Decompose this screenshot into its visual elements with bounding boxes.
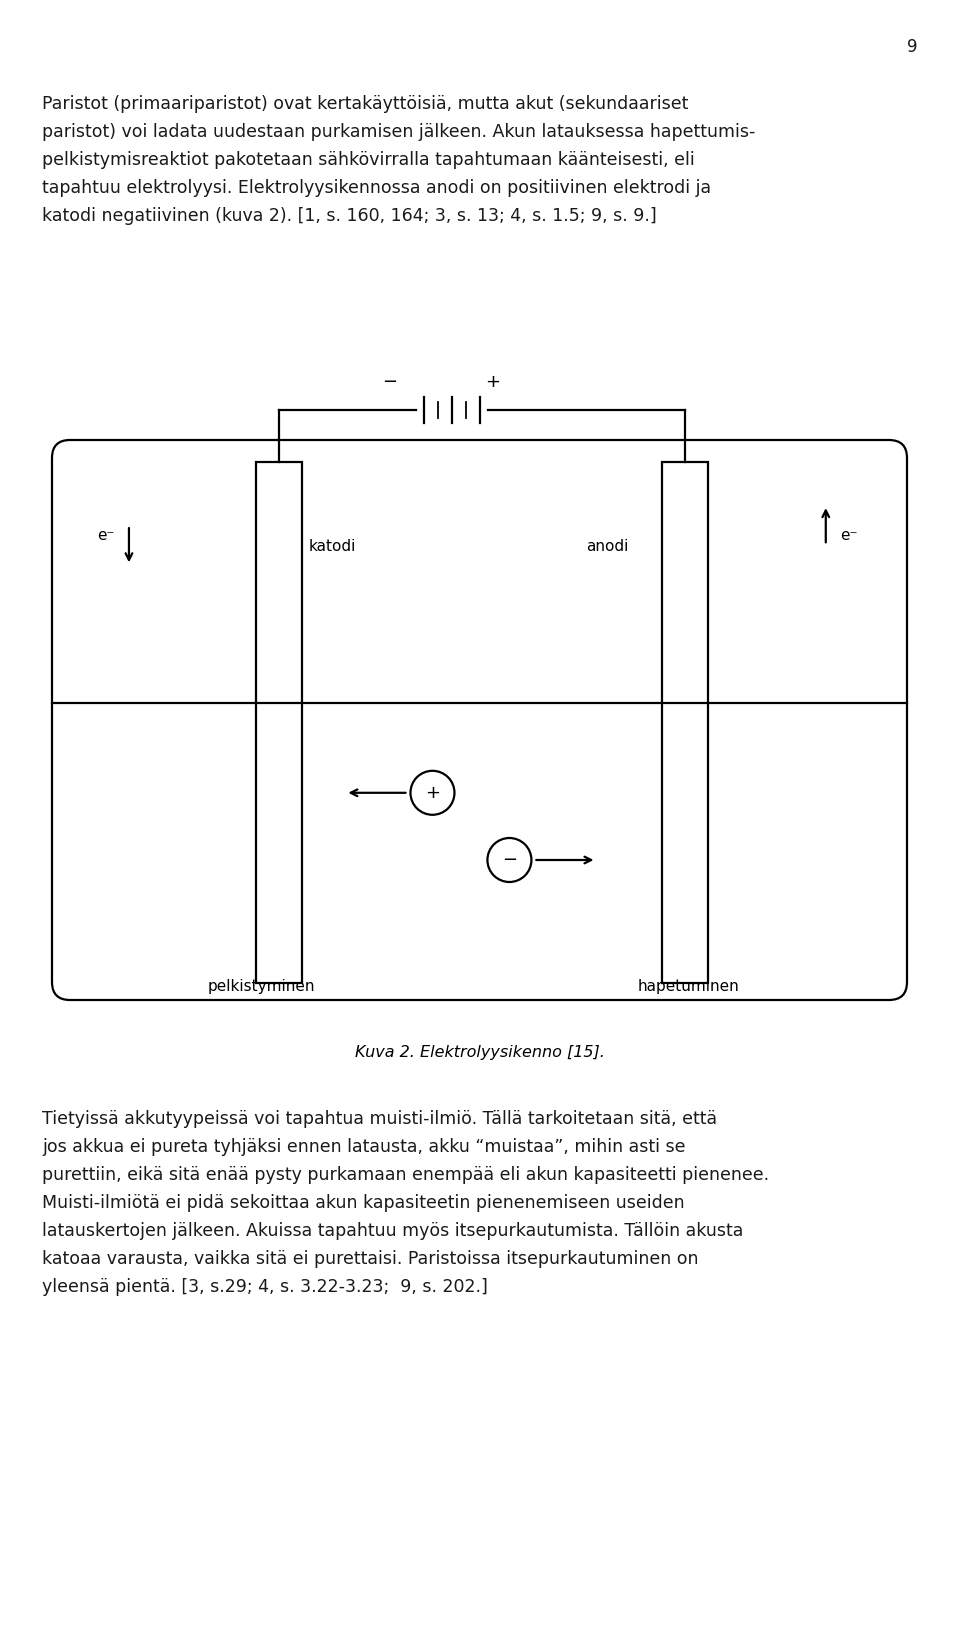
Text: katodi negatiivinen (kuva 2). [1, s. 160, 164; 3, s. 13; 4, s. 1.5; 9, s. 9.]: katodi negatiivinen (kuva 2). [1, s. 160… — [42, 206, 657, 224]
Circle shape — [411, 770, 454, 814]
Text: purettiin, eikä sitä enää pysty purkamaan enempää eli akun kapasiteetti pienenee: purettiin, eikä sitä enää pysty purkamaa… — [42, 1167, 769, 1185]
Text: e⁻: e⁻ — [840, 528, 857, 543]
FancyBboxPatch shape — [52, 440, 907, 999]
Text: +: + — [485, 374, 500, 392]
Text: katodi: katodi — [308, 540, 356, 554]
Text: pelkistymisreaktiot pakotetaan sähkövirralla tapahtumaan käänteisesti, eli: pelkistymisreaktiot pakotetaan sähkövirr… — [42, 151, 695, 169]
Text: +: + — [425, 783, 440, 801]
Text: −: − — [382, 374, 397, 392]
Circle shape — [488, 838, 532, 882]
Text: Paristot (primaariparistot) ovat kertakäyttöisiä, mutta akut (sekundaariset: Paristot (primaariparistot) ovat kertakä… — [42, 94, 688, 114]
Text: Kuva 2. Elektrolyysikenno [15].: Kuva 2. Elektrolyysikenno [15]. — [355, 1045, 605, 1060]
Text: paristot) voi ladata uudestaan purkamisen jälkeen. Akun latauksessa hapettumis-: paristot) voi ladata uudestaan purkamise… — [42, 124, 756, 141]
Text: Muisti-ilmiötä ei pidä sekoittaa akun kapasiteetin pienenemiseen useiden: Muisti-ilmiötä ei pidä sekoittaa akun ka… — [42, 1194, 684, 1212]
Text: yleensä pientä. [3, s.29; 4, s. 3.22-3.23;  9, s. 202.]: yleensä pientä. [3, s.29; 4, s. 3.22-3.2… — [42, 1277, 488, 1297]
Text: −: − — [502, 852, 517, 869]
Text: Tietyissä akkutyypeissä voi tapahtua muisti-ilmiö. Tällä tarkoitetaan sitä, että: Tietyissä akkutyypeissä voi tapahtua mui… — [42, 1110, 717, 1128]
Text: e⁻: e⁻ — [98, 528, 115, 543]
Bar — [255, 463, 301, 983]
Text: latauskertojen jälkeen. Akuissa tapahtuu myös itsepurkautumista. Tällöin akusta: latauskertojen jälkeen. Akuissa tapahtuu… — [42, 1222, 743, 1240]
Text: pelkistyminen: pelkistyminen — [207, 980, 315, 994]
Text: jos akkua ei pureta tyhjäksi ennen latausta, akku “muistaa”, mihin asti se: jos akkua ei pureta tyhjäksi ennen latau… — [42, 1138, 685, 1155]
Text: katoaa varausta, vaikka sitä ei purettaisi. Paristoissa itsepurkautuminen on: katoaa varausta, vaikka sitä ei purettai… — [42, 1250, 699, 1268]
Text: 9: 9 — [907, 37, 918, 55]
Text: tapahtuu elektrolyysi. Elektrolyysikennossa anodi on positiivinen elektrodi ja: tapahtuu elektrolyysi. Elektrolyysikenno… — [42, 179, 711, 197]
Text: hapetuminen: hapetuminen — [638, 980, 740, 994]
Bar — [661, 463, 708, 983]
Text: anodi: anodi — [587, 540, 629, 554]
